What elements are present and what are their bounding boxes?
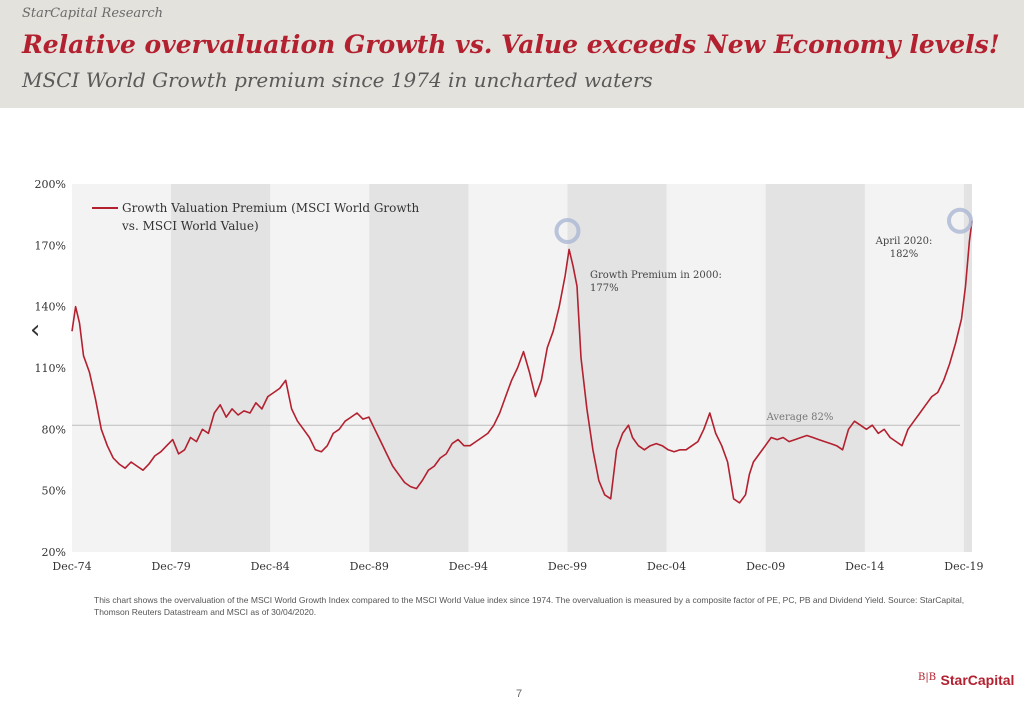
highlight-circle-2020 [947,207,973,234]
highlight-circle-2000 [554,218,581,245]
shaded-band [171,184,271,552]
average-label: Average 82% [766,412,834,423]
shaded-bands [72,184,972,552]
y-tick-label: 80% [42,423,66,436]
y-tick-label: 140% [35,301,66,314]
annotation-2000-label: Growth Premium in 2000: [590,270,722,281]
header-banner: StarCapital Research Relative overvaluat… [0,0,1024,108]
annotation-2020-label: April 2020: [875,236,933,247]
page-number: 7 [516,688,523,700]
logo-mark: B|B [918,672,937,683]
x-tick-label: Dec-89 [350,560,389,573]
starcapital-logo: B|B StarCapital [918,672,1014,690]
x-tick-label: Dec-94 [449,560,488,573]
shaded-band [369,184,469,552]
x-tick-label: Dec-14 [845,560,884,573]
annotations: Growth Premium in 2000: 177% April 2020: 18… [554,207,973,294]
series-group [71,220,973,504]
average-line-group: Average 82% [72,412,960,426]
y-tick-label: 170% [35,239,66,252]
legend-label: Growth Valuation Premium (MSCI World Gro… [121,201,419,233]
y-tick-label: 50% [42,485,66,498]
footnote: This chart shows the overvaluation of th… [94,595,965,617]
y-tick-label: 200% [35,178,66,191]
annotation-2020-label: 182% [890,249,919,260]
shaded-band [765,184,865,552]
shaded-band [963,184,972,552]
x-tick-label: Dec-19 [944,560,983,573]
x-tick-label: Dec-99 [548,560,587,573]
y-axis: 20% 50% 80% 110% 140% 170% 200% [35,178,66,559]
x-tick-label: Dec-79 [151,560,190,573]
chevron-left-icon[interactable]: ‹ [30,315,41,345]
legend: Growth Valuation Premium (MSCI World Gro… [92,201,419,233]
y-tick-label: 20% [42,546,66,559]
x-tick-label: Dec-04 [647,560,686,573]
series-line [71,220,973,504]
y-tick-label: 110% [35,362,66,375]
brand-label: StarCapital Research [22,6,164,21]
x-tick-label: Dec-84 [251,560,290,573]
logo-text: StarCapital [940,672,1015,688]
shaded-band [567,184,667,552]
annotation-2000-label: 177% [590,283,619,294]
x-axis: Dec-74 Dec-79 Dec-84 Dec-89 Dec-94 Dec-99 Dec-… [52,560,983,573]
x-tick-label: Dec-74 [52,560,91,573]
x-tick-label: Dec-09 [746,560,785,573]
page-title: Relative overvaluation Growth vs. Value … [22,30,1000,59]
page-subtitle: MSCI World Growth premium since 1974 in … [22,68,653,92]
